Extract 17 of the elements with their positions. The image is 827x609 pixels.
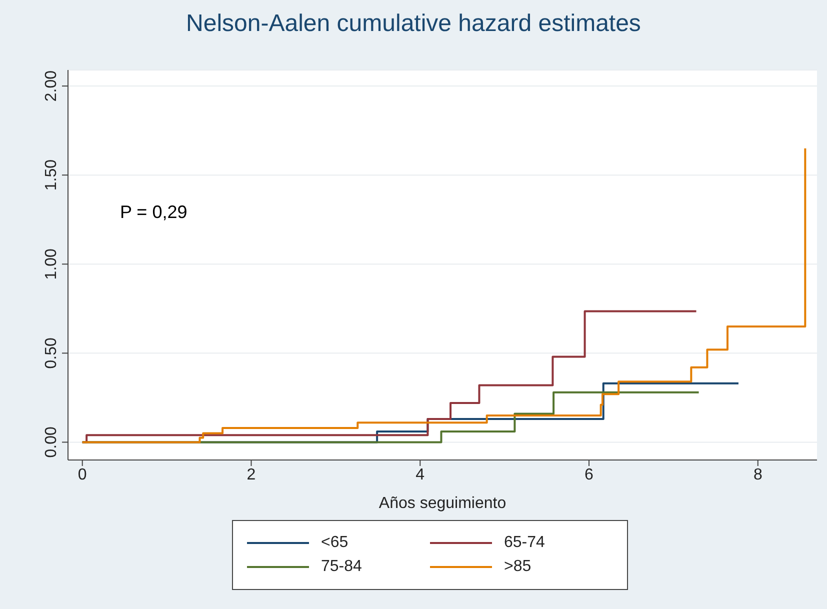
x-tick-label: 8 bbox=[753, 466, 762, 484]
y-tick-label: 2.00 bbox=[43, 70, 60, 102]
annotation: P = 0,29 bbox=[120, 202, 188, 223]
y-tick-label: 1.00 bbox=[43, 248, 60, 280]
x-tick-label: 6 bbox=[584, 466, 594, 484]
x-tick-label: 4 bbox=[416, 466, 425, 484]
legend-label: 65-74 bbox=[504, 534, 545, 552]
y-tick-label: 1.50 bbox=[43, 159, 60, 191]
x-axis-title: Años seguimiento bbox=[378, 495, 506, 512]
chart-title: Nelson-Aalen cumulative hazard estimates bbox=[185, 10, 642, 38]
x-tick-label: 0 bbox=[78, 466, 87, 484]
y-tick-label: 0.00 bbox=[43, 426, 60, 458]
legend-label: <65 bbox=[321, 534, 348, 552]
y-tick-label: 0.50 bbox=[43, 337, 60, 369]
legend-label: >85 bbox=[504, 558, 532, 576]
x-tick-label: 2 bbox=[246, 466, 256, 484]
legend-label: 75-84 bbox=[321, 558, 362, 576]
